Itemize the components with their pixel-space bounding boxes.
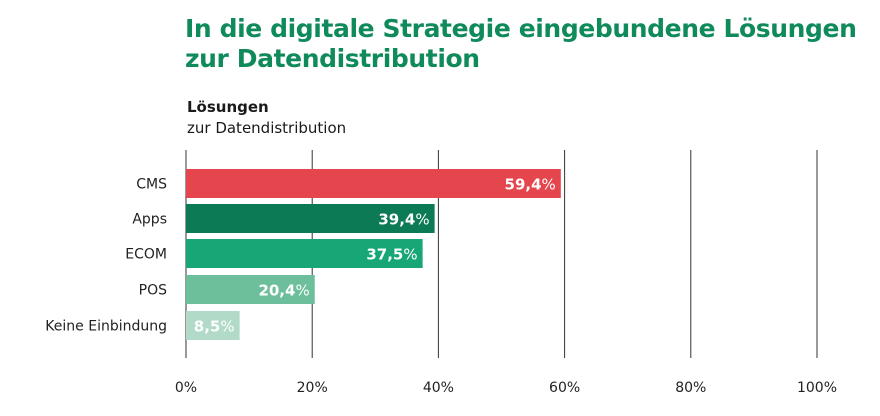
- bar-pos: [186, 275, 315, 304]
- value-label-apps: 39,4%: [378, 211, 429, 229]
- chart-subtitle: zur Datendistribution: [187, 119, 347, 137]
- x-tick-label-80: 80%: [675, 380, 706, 396]
- chart-subtitle-bold: Lösungen: [187, 98, 269, 116]
- value-number: 20,4: [258, 282, 295, 300]
- value-unit: %: [295, 282, 309, 300]
- bar-layer: [186, 169, 561, 340]
- value-number: 8,5: [194, 318, 221, 336]
- bar-apps: [186, 204, 435, 233]
- value-number: 39,4: [378, 211, 415, 229]
- category-label-cms: CMS: [136, 177, 167, 193]
- category-label-apps: Apps: [132, 212, 167, 228]
- bar-ecom: [186, 239, 423, 268]
- bar-keine-einbindung: [186, 311, 240, 340]
- value-number: 37,5: [366, 246, 403, 264]
- value-unit: %: [415, 211, 429, 229]
- x-tick-label-0: 0%: [175, 380, 197, 396]
- value-label-cms: 59,4%: [505, 176, 556, 194]
- chart-title: In die digitale Strategie eingebundene L…: [185, 14, 857, 73]
- value-unit: %: [220, 318, 234, 336]
- value-number: 59,4: [505, 176, 542, 194]
- value-unit: %: [403, 246, 417, 264]
- x-tick-label-20: 20%: [297, 380, 328, 396]
- category-label-ecom: ECOM: [125, 247, 167, 263]
- value-label-pos: 20,4%: [258, 282, 309, 300]
- value-unit: %: [542, 176, 556, 194]
- bar-cms: [186, 169, 561, 198]
- category-label-keine-einbindung: Keine Einbindung: [45, 319, 167, 335]
- x-tick-label-60: 60%: [549, 380, 580, 396]
- label-layer: 0% 20% 40% 60% 80% 100% CMS 59,4% Apps 39,4% ECOM 3…: [45, 176, 837, 397]
- x-tick-label-40: 40%: [423, 380, 454, 396]
- x-tick-label-100: 100%: [797, 380, 837, 396]
- value-label-keine-einbindung: 8,5%: [194, 318, 235, 336]
- value-label-ecom: 37,5%: [366, 246, 417, 264]
- category-label-pos: POS: [139, 283, 167, 299]
